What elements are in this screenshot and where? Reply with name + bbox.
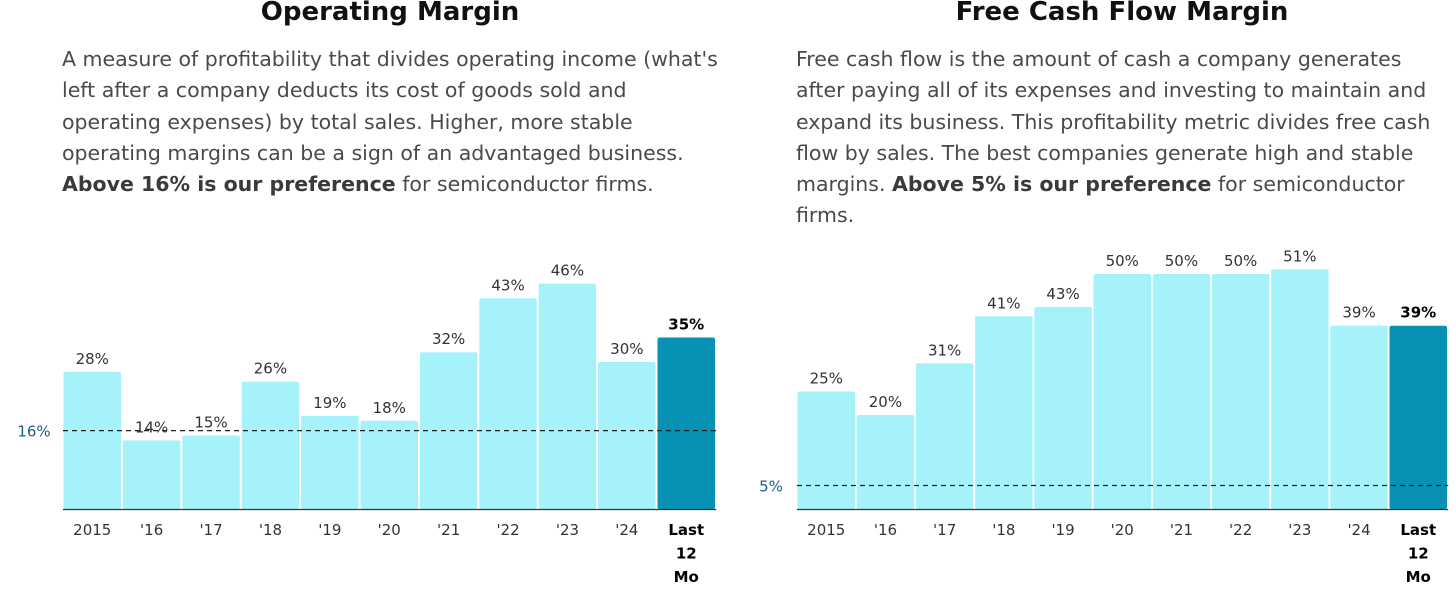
bar: [856, 415, 915, 509]
panel-title: Operating Margin: [260, 0, 520, 27]
bar: [1093, 274, 1151, 509]
bar: [1330, 325, 1388, 509]
x-tick-label: '22: [1229, 521, 1252, 539]
bar: [1271, 269, 1329, 509]
panel-description: A measure of profitability that divides …: [62, 44, 722, 200]
value-label: 28%: [76, 350, 109, 368]
bar: [419, 352, 478, 509]
bar: [915, 363, 974, 509]
value-label: 50%: [1224, 252, 1257, 270]
bar: [360, 420, 418, 509]
description-text: Free cash flow is the amount of cash a c…: [796, 47, 1431, 197]
x-tick-label: '18: [259, 521, 282, 539]
panel-description: Free cash flow is the amount of cash a c…: [796, 44, 1446, 232]
value-label: 39%: [1342, 304, 1375, 322]
x-tick-label: '21: [437, 521, 460, 539]
x-tick-label: '23: [1288, 521, 1311, 539]
value-label: 43%: [491, 276, 524, 294]
x-tick-label: '18: [992, 521, 1015, 539]
bar: [1211, 274, 1270, 509]
value-label: 30%: [610, 340, 643, 358]
bar: [122, 440, 181, 509]
value-label: 46%: [551, 262, 584, 280]
value-label: 14%: [135, 418, 168, 436]
bar: [797, 391, 855, 509]
bar: [479, 298, 537, 509]
bar: [1152, 274, 1211, 509]
x-tick-label: 2015: [73, 521, 111, 539]
x-tick-label: '19: [318, 521, 341, 539]
value-label: 39%: [1400, 304, 1436, 322]
description-text-end: for semiconductor firms.: [395, 172, 654, 197]
fcf-margin-panel: Free Cash Flow Margin Free cash flow is …: [728, 0, 1456, 589]
value-label: 50%: [1165, 252, 1198, 270]
x-tick-label: '20: [1111, 521, 1134, 539]
value-label: 35%: [668, 316, 704, 334]
x-tick-label: '24: [1347, 521, 1370, 539]
panel-title: Free Cash Flow Margin: [955, 0, 1289, 27]
x-tick-label: 2015: [807, 521, 845, 539]
x-tick-label: Last 12 Mo: [1400, 521, 1436, 586]
bar: [301, 415, 359, 509]
x-tick-label: '16: [874, 521, 897, 539]
value-label: 20%: [869, 393, 902, 411]
fcf-margin-chart: 25% 20% 31% 41% 43% 50% 50% 50% 51% 39% 39% 5% 2015 '…: [759, 247, 1449, 586]
value-label: 25%: [810, 370, 843, 388]
x-tick-label: '17: [933, 521, 956, 539]
bar: [63, 371, 121, 509]
value-label: 32%: [432, 330, 465, 348]
value-label: 41%: [987, 294, 1020, 312]
description-emphasis: Above 16% is our preference: [62, 172, 396, 197]
bar-highlight: [657, 337, 715, 509]
x-tick-label: '17: [199, 521, 222, 539]
bar: [182, 435, 240, 509]
x-tick-label: Last 12 Mo: [668, 521, 704, 586]
value-label: 15%: [194, 414, 227, 432]
x-tick-label: '21: [1170, 521, 1193, 539]
value-label: 51%: [1283, 247, 1316, 265]
x-tick-label: '16: [140, 521, 163, 539]
reference-line-label: 16%: [17, 423, 50, 441]
bar-highlight: [1389, 325, 1447, 509]
x-tick-label: '22: [496, 521, 519, 539]
value-label: 26%: [254, 360, 287, 378]
bar: [598, 362, 656, 509]
x-tick-label: '24: [615, 521, 638, 539]
bar: [975, 316, 1033, 509]
description-text: A measure of profitability that divides …: [62, 47, 718, 165]
bar: [241, 381, 300, 509]
reference-line-label: 5%: [759, 478, 783, 496]
value-label: 31%: [928, 341, 961, 359]
value-label: 50%: [1106, 252, 1139, 270]
bar: [1034, 306, 1092, 509]
description-emphasis: Above 5% is our preference: [892, 172, 1212, 197]
value-label: 43%: [1046, 285, 1079, 303]
description-text-end: for semiconductor firms.: [796, 172, 1405, 228]
value-label: 18%: [373, 399, 406, 417]
x-tick-label: '23: [556, 521, 579, 539]
bar: [538, 283, 597, 509]
operating-margin-panel: Operating Margin A measure of profitabil…: [17, 0, 722, 586]
value-label: 19%: [313, 394, 346, 412]
x-tick-label: '19: [1051, 521, 1074, 539]
operating-margin-chart: 28% 14% 15% 26% 19% 18% 32% 43% 46% 30% 35% 16% 2015…: [17, 262, 717, 586]
x-tick-label: '20: [378, 521, 401, 539]
